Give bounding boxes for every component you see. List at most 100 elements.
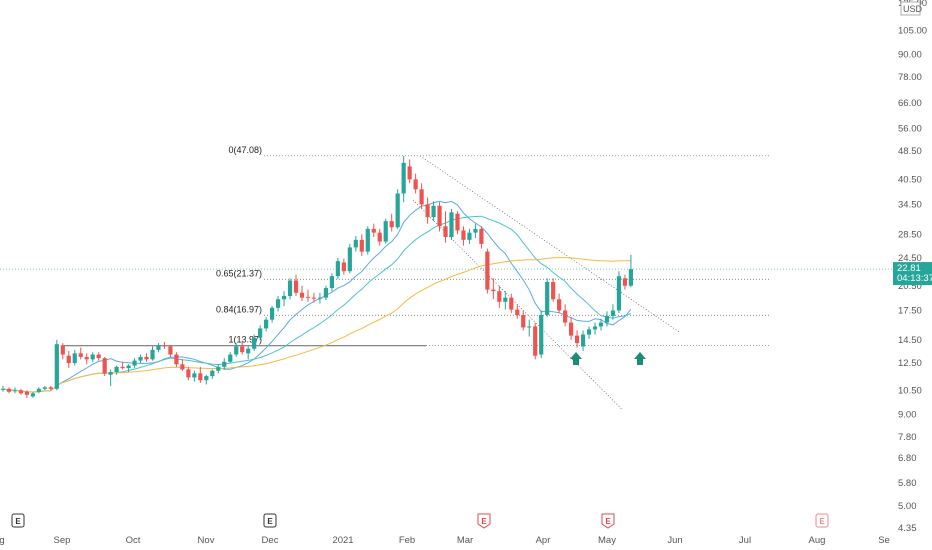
dividend-marker-icon[interactable]: [477, 513, 491, 529]
price-tick-label: 5.00: [898, 501, 917, 512]
candle-body: [419, 189, 424, 205]
candle-body: [66, 355, 71, 364]
price-tick-label: 78.00: [898, 72, 922, 83]
candle-body: [539, 315, 544, 355]
price-tick-label: 5.80: [898, 478, 917, 489]
countdown-value: 04:13:37: [897, 273, 932, 284]
candle-body: [252, 337, 257, 349]
fib-level-label: 0.84(16.97): [216, 304, 262, 314]
time-axis[interactable]: g Sep Oct Nov Dec 2021 Feb Mar Apr May Jun Jul Aug Se…: [0, 513, 890, 546]
candle-body: [78, 353, 83, 357]
candle-body: [437, 205, 442, 227]
candle-body: [574, 335, 580, 344]
candle-body: [485, 251, 490, 290]
fib-level-label: 0.65(21.37): [216, 268, 262, 278]
time-tick-label: Aug: [809, 535, 826, 546]
price-tick-label: 24.50: [898, 253, 922, 264]
candle-body: [234, 346, 239, 355]
event-marker-label: E: [267, 517, 273, 526]
price-tick-label: 9.00: [898, 409, 917, 420]
candle-body: [389, 221, 394, 228]
candle-body: [150, 349, 155, 360]
candle-body: [174, 354, 179, 365]
candle-body: [592, 326, 598, 330]
last-price-tag[interactable]: [893, 262, 932, 286]
candle-body: [473, 228, 478, 233]
candle-body: [563, 310, 568, 323]
price-tick-label: 12.50: [898, 358, 922, 369]
earnings-marker-icon[interactable]: [263, 513, 277, 528]
price-tick-label: 90.00: [898, 50, 922, 61]
candle-body: [90, 354, 95, 360]
earnings-marker-icon[interactable]: [11, 513, 25, 528]
price-tick-label: 17.50: [898, 305, 922, 316]
price-tick-label: 48.50: [898, 146, 922, 157]
candle-body: [42, 387, 47, 389]
candle-body: [467, 232, 472, 240]
time-tick-label: Nov: [198, 535, 215, 546]
last-price-value: 22.81: [897, 263, 921, 274]
candle-body: [36, 388, 41, 392]
candle-body: [521, 315, 526, 328]
price-tick-label: 20.50: [898, 281, 922, 292]
candle-body: [18, 390, 24, 394]
fibonacci-retracement[interactable]: 0(47.08) 0.65(21.37) 0.84(16.97) 1(13.97): [62, 145, 770, 347]
moving-average-line: [2, 257, 631, 393]
price-tick-label: 66.00: [898, 98, 922, 109]
candle-body: [311, 297, 317, 299]
candle-body: [323, 288, 329, 298]
candle-body: [335, 261, 340, 277]
time-tick-label: Sep: [54, 535, 71, 546]
candle-body: [120, 366, 125, 369]
candle-body: [264, 319, 269, 329]
candles: [0, 155, 633, 398]
price-tick-label: 4.35: [898, 523, 917, 534]
candle-body: [413, 179, 418, 190]
price-axis[interactable]: 125.00105.0090.0078.0066.0056.0048.5040.…: [893, 0, 932, 534]
event-marker-label: E: [819, 517, 825, 526]
candle-body: [0, 388, 6, 390]
candle-body: [425, 204, 430, 218]
candle-body: [281, 295, 287, 300]
candle-body: [180, 364, 185, 370]
price-tick-label: 40.50: [898, 174, 922, 185]
price-tick-label: 28.50: [898, 229, 922, 240]
currency-badge[interactable]: [900, 1, 921, 16]
currency-label: USD: [903, 4, 923, 14]
price-tick-label: 56.00: [898, 124, 922, 135]
candle-body: [54, 344, 59, 389]
candle-body: [359, 239, 364, 252]
buy-arrow-icon: [634, 352, 646, 365]
candle-body: [138, 356, 143, 361]
candle-body: [604, 315, 610, 323]
time-tick-label: May: [598, 535, 616, 546]
candle-body: [228, 354, 233, 362]
candle-body: [6, 388, 12, 392]
earnings-marker-icon[interactable]: [815, 513, 829, 528]
candle-body: [48, 387, 53, 389]
candle-body: [96, 354, 101, 359]
candle-body: [204, 376, 209, 381]
candle-body: [24, 391, 30, 395]
candle-body: [192, 373, 197, 378]
candle-body: [222, 361, 227, 367]
channel-upper-line: [419, 155, 681, 333]
candle-body: [258, 328, 263, 338]
dividend-marker-icon[interactable]: [601, 513, 615, 529]
candle-body: [610, 310, 616, 316]
candle-body: [503, 297, 508, 302]
candle-body: [30, 393, 35, 397]
candle-body: [210, 370, 215, 377]
price-tick-label: 6.80: [898, 453, 917, 464]
moving-average-line: [2, 200, 632, 393]
price-tick-label: 34.50: [898, 199, 922, 210]
candle-body: [401, 162, 406, 194]
candle-body: [533, 326, 538, 356]
candle-body: [586, 329, 592, 335]
candle-body: [287, 280, 293, 296]
candle-body: [455, 213, 460, 231]
event-marker-label: E: [481, 517, 487, 526]
candle-body: [515, 309, 520, 316]
candle-body: [317, 297, 323, 299]
